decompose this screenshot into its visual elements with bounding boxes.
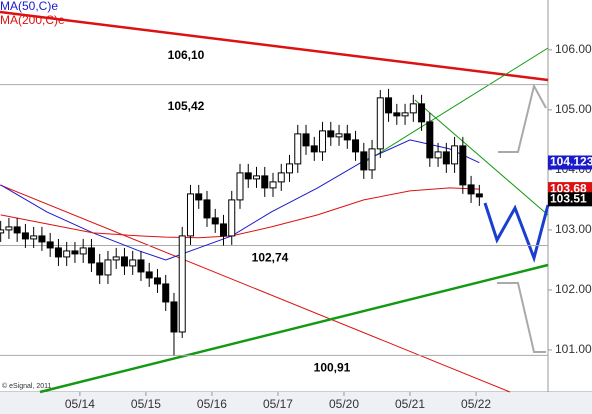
candle-body <box>393 112 401 117</box>
candle-body <box>21 232 29 240</box>
candle-body <box>178 235 186 333</box>
candle-body <box>385 97 393 114</box>
candle-body <box>38 235 46 243</box>
candle-body <box>54 247 62 258</box>
trendline <box>39 263 549 394</box>
legend-entry: MA(50,C)e <box>0 0 58 13</box>
x-tick-label: 05/22 <box>461 397 491 411</box>
candle-body <box>236 172 244 201</box>
candle-body <box>286 163 294 174</box>
watermark: © eSignal, 2011 <box>2 382 52 390</box>
x-tick-label: 05/15 <box>131 397 161 411</box>
y-tick-label: 102.00 <box>555 282 592 296</box>
trendline <box>0 184 511 393</box>
trendline <box>0 10 549 82</box>
candle-body <box>451 145 459 165</box>
legend-entry: MA(200,C)e <box>0 13 65 27</box>
candle-body <box>401 112 409 117</box>
candle-body <box>294 133 302 165</box>
candle-body <box>261 175 269 189</box>
candle-body <box>253 175 261 180</box>
x-tick-label: 05/21 <box>395 397 425 411</box>
candle-body <box>426 121 434 159</box>
candle-body <box>120 256 128 267</box>
candle-body <box>203 199 211 219</box>
price-tag <box>548 192 592 207</box>
candle-body <box>409 103 417 114</box>
price-tag-label: 103.68 <box>550 181 587 195</box>
candle-body <box>211 217 219 225</box>
candle-body <box>434 151 442 159</box>
candle-body <box>335 133 343 138</box>
candle-body <box>63 250 71 258</box>
candle-body <box>0 229 5 234</box>
x-tick-label: 05/14 <box>65 397 95 411</box>
y-tick-label: 101.00 <box>555 342 592 356</box>
y-tick-label: 105.00 <box>555 102 592 116</box>
candle-body <box>360 151 368 171</box>
candle-body <box>162 283 170 303</box>
candle-body <box>319 130 327 153</box>
price-tag-label: 103.51 <box>550 191 587 205</box>
candle-body <box>112 256 120 261</box>
candle-body <box>228 199 236 237</box>
candle-body <box>153 277 161 285</box>
projection <box>483 202 550 263</box>
candle-body <box>87 247 95 264</box>
arrow <box>498 83 547 153</box>
candle-body <box>269 181 277 189</box>
candle-body <box>46 241 54 249</box>
candle-body <box>129 259 137 267</box>
candle-body <box>277 172 285 183</box>
candle-body <box>96 262 104 276</box>
candle-body <box>195 193 203 201</box>
candle-body <box>327 130 335 138</box>
candle-body <box>343 133 351 141</box>
candle-body <box>467 184 475 195</box>
x-axis-band <box>0 392 592 414</box>
level-label: 102,74 <box>252 251 289 265</box>
annotation: 106,10 <box>168 48 205 62</box>
candle-body <box>418 103 426 123</box>
candle-body <box>376 97 384 150</box>
y-tick-label: 106.00 <box>555 42 592 56</box>
candle-body <box>30 235 38 240</box>
candle-body <box>352 139 360 153</box>
trendline <box>364 47 549 163</box>
candle-body <box>368 148 376 171</box>
candle-body <box>5 226 13 231</box>
candle-body <box>302 133 310 147</box>
candle-body <box>186 193 194 237</box>
candle-body <box>79 247 87 255</box>
candle-body <box>475 193 483 198</box>
price-tag-label: 104.123 <box>550 155 592 169</box>
candle-body <box>244 172 252 180</box>
candle-body <box>137 259 145 273</box>
candle-body <box>219 223 227 237</box>
trendline <box>414 99 549 216</box>
x-tick-label: 05/16 <box>197 397 227 411</box>
candle-body <box>310 145 318 153</box>
candle-body <box>459 145 467 186</box>
x-tick-label: 05/20 <box>329 397 359 411</box>
x-tick-label: 05/17 <box>263 397 293 411</box>
level-label: 100,91 <box>314 361 351 375</box>
candle-body <box>170 301 178 333</box>
arrow <box>497 282 546 353</box>
level-label: 105,42 <box>168 99 205 113</box>
candle-body <box>442 151 450 165</box>
y-tick-label: 103.00 <box>555 222 592 236</box>
price-tag <box>548 155 592 170</box>
candle-body <box>13 226 21 234</box>
candle-body <box>104 259 112 276</box>
candle-body <box>71 250 79 255</box>
candle-body <box>145 271 153 279</box>
